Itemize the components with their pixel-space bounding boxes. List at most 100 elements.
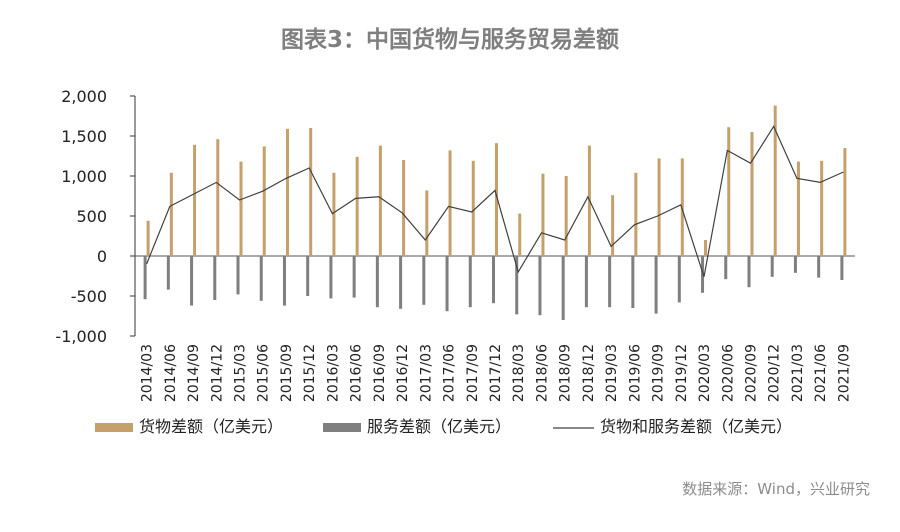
axes: 2,000 1,500 1,000 500 0 -500 -1,000 2014/03 2014…	[55, 87, 855, 402]
services-bar	[724, 256, 728, 280]
x-tick-label: 2014/12	[209, 344, 225, 402]
y-tick-label: 0	[97, 247, 107, 266]
services-bar	[793, 256, 797, 273]
services-bar	[259, 256, 263, 301]
services-bar	[515, 256, 519, 315]
x-tick-label: 2017/12	[488, 344, 504, 402]
goods-bar	[564, 176, 568, 256]
goods-bar	[448, 150, 452, 256]
bars	[143, 105, 847, 320]
y-tick-label: 1,000	[61, 167, 107, 186]
x-tick-label: 2020/12	[767, 344, 783, 402]
line-series	[146, 125, 844, 277]
goods-bar	[843, 148, 847, 256]
legend-swatch-goods	[95, 423, 133, 432]
goods-bar	[634, 172, 638, 256]
services-bar	[770, 256, 774, 277]
x-tick-label: 2018/06	[534, 344, 550, 402]
goods-bar	[193, 144, 197, 256]
x-tick-label: 2017/03	[418, 344, 434, 402]
goods-bar	[773, 105, 777, 256]
goods-bar	[262, 146, 266, 256]
goods-bar	[355, 156, 359, 256]
goods-bar	[239, 161, 243, 256]
chart-title: 图表3：中国货物与服务贸易差额	[280, 27, 619, 53]
services-bar	[236, 256, 240, 295]
x-tick-label: 2019/09	[651, 344, 667, 402]
services-bar	[399, 256, 403, 309]
y-tick-label: -1,000	[55, 327, 107, 346]
x-tick-label: 2020/09	[743, 344, 759, 402]
total-balance-line	[146, 125, 844, 277]
services-bar	[701, 256, 705, 293]
legend-swatch-services	[323, 423, 361, 432]
goods-bar	[727, 127, 731, 256]
services-bar	[143, 256, 147, 300]
x-tick-label: 2019/12	[674, 344, 690, 402]
services-bar	[654, 256, 658, 314]
services-bar	[375, 256, 379, 308]
services-bar	[166, 256, 170, 290]
services-bar	[352, 256, 356, 298]
goods-bar	[425, 190, 429, 256]
x-tick-label: 2017/06	[442, 344, 458, 402]
x-tick-label: 2021/09	[836, 344, 852, 402]
services-bar	[306, 256, 310, 296]
x-tick-label: 2018/03	[511, 344, 527, 402]
legend-label-goods: 货物差额（亿美元）	[139, 417, 283, 436]
x-tick-label: 2020/03	[697, 344, 713, 402]
services-bar	[608, 256, 612, 308]
x-tick-label: 2021/03	[790, 344, 806, 402]
x-tick-label: 2020/06	[720, 344, 736, 402]
goods-bar	[518, 213, 522, 256]
goods-bar	[820, 160, 824, 256]
goods-bar	[471, 160, 475, 256]
x-tick-label: 2015/03	[233, 344, 249, 402]
goods-bar	[285, 128, 289, 256]
goods-bar	[704, 240, 708, 256]
services-bar	[561, 256, 565, 320]
x-tick-label: 2014/06	[163, 344, 179, 402]
services-bar	[817, 256, 821, 278]
goods-bar	[796, 161, 800, 256]
x-tick-label: 2016/09	[372, 344, 388, 402]
x-tick-label: 2021/06	[813, 344, 829, 402]
x-tick-label: 2015/09	[279, 344, 295, 402]
services-bar	[445, 256, 449, 312]
source-note: 数据来源：Wind，兴业研究	[682, 480, 870, 498]
x-tick-label: 2019/03	[604, 344, 620, 402]
goods-bar	[169, 172, 173, 256]
goods-bar	[657, 158, 661, 256]
y-tick-label: 2,000	[61, 87, 107, 106]
services-bar	[747, 256, 751, 288]
x-tick-label: 2018/09	[558, 344, 574, 402]
legend-label-services: 服务差额（亿美元）	[367, 417, 511, 436]
services-bar	[631, 256, 635, 308]
goods-bar	[611, 195, 615, 256]
legend: 货物差额（亿美元） 服务差额（亿美元） 货物和服务差额（亿美元）	[95, 417, 792, 436]
services-bar	[677, 256, 681, 303]
x-tick-label: 2016/12	[395, 344, 411, 402]
goods-bar	[402, 160, 406, 256]
y-tick-label: 500	[76, 207, 107, 226]
goods-bar	[332, 172, 336, 256]
x-tick-label: 2018/12	[581, 344, 597, 402]
goods-bar	[146, 220, 150, 256]
goods-bar	[495, 143, 498, 256]
services-bar	[840, 256, 844, 280]
y-tick-label: -500	[71, 287, 107, 306]
goods-bar	[216, 139, 220, 256]
goods-bar	[378, 145, 382, 256]
x-tick-label: 2015/06	[256, 344, 272, 402]
x-tick-label: 2014/03	[140, 344, 156, 402]
x-tick-label: 2016/06	[349, 344, 365, 402]
goods-bar	[750, 132, 754, 256]
services-bar	[584, 256, 588, 308]
x-tick-label: 2017/09	[465, 344, 481, 402]
services-bar	[282, 256, 286, 306]
services-bar	[538, 256, 542, 316]
services-bar	[422, 256, 426, 305]
goods-bar	[309, 128, 313, 256]
services-bar	[213, 256, 217, 300]
